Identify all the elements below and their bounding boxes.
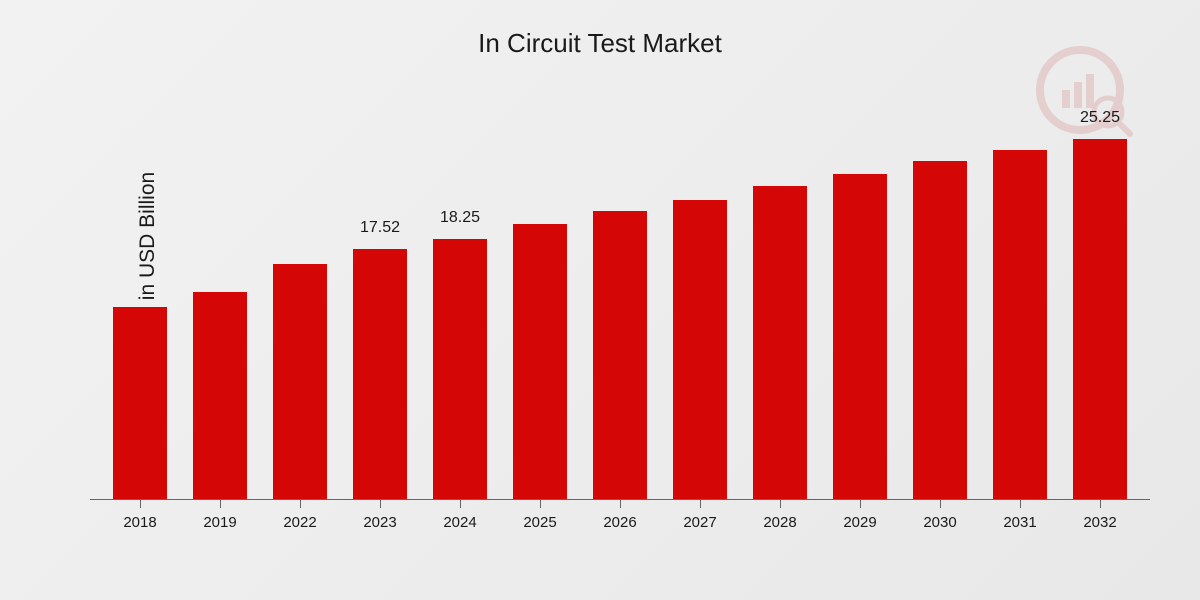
tick-mark bbox=[380, 500, 381, 508]
x-tick-label: 2022 bbox=[283, 514, 316, 531]
x-tick-label: 2018 bbox=[123, 514, 156, 531]
bar-wrapper bbox=[900, 100, 980, 499]
x-tick: 2022 bbox=[260, 500, 340, 540]
x-tick: 2028 bbox=[740, 500, 820, 540]
bar-value-label: 18.25 bbox=[440, 209, 480, 227]
tick-mark bbox=[620, 500, 621, 508]
x-tick-label: 2032 bbox=[1083, 514, 1116, 531]
bar-wrapper: 18.25 bbox=[420, 100, 500, 499]
chart-title: In Circuit Test Market bbox=[0, 0, 1200, 59]
bar-wrapper bbox=[500, 100, 580, 499]
x-tick-label: 2023 bbox=[363, 514, 396, 531]
x-tick: 2027 bbox=[660, 500, 740, 540]
bars-group: 17.52 18.25 25.25 bbox=[90, 100, 1150, 499]
tick-mark bbox=[780, 500, 781, 508]
bar bbox=[433, 239, 487, 499]
x-tick-label: 2028 bbox=[763, 514, 796, 531]
x-tick: 2030 bbox=[900, 500, 980, 540]
x-tick: 2018 bbox=[100, 500, 180, 540]
bar-wrapper: 17.52 bbox=[340, 100, 420, 499]
plot-area: 17.52 18.25 25.25 bbox=[90, 100, 1150, 500]
bar bbox=[593, 211, 647, 499]
x-tick: 2031 bbox=[980, 500, 1060, 540]
bar-wrapper bbox=[660, 100, 740, 499]
x-tick: 2029 bbox=[820, 500, 900, 540]
tick-mark bbox=[300, 500, 301, 508]
tick-mark bbox=[220, 500, 221, 508]
x-tick: 2023 bbox=[340, 500, 420, 540]
bar bbox=[913, 161, 967, 499]
tick-mark bbox=[940, 500, 941, 508]
bar bbox=[833, 174, 887, 499]
bar-value-label: 25.25 bbox=[1080, 109, 1120, 127]
bar-wrapper bbox=[100, 100, 180, 499]
bar-wrapper bbox=[260, 100, 340, 499]
x-tick-label: 2029 bbox=[843, 514, 876, 531]
bar bbox=[193, 292, 247, 499]
bar-wrapper bbox=[980, 100, 1060, 499]
bar bbox=[753, 186, 807, 500]
tick-mark bbox=[140, 500, 141, 508]
x-axis: 2018 2019 2022 2023 2024 2025 2026 2027 2028 2029… bbox=[90, 500, 1150, 540]
tick-mark bbox=[1100, 500, 1101, 508]
x-tick-label: 2030 bbox=[923, 514, 956, 531]
x-tick-label: 2024 bbox=[443, 514, 476, 531]
tick-mark bbox=[860, 500, 861, 508]
x-tick-label: 2031 bbox=[1003, 514, 1036, 531]
bar bbox=[513, 224, 567, 499]
x-tick: 2025 bbox=[500, 500, 580, 540]
bar bbox=[353, 249, 407, 499]
bar bbox=[993, 150, 1047, 499]
x-tick: 2024 bbox=[420, 500, 500, 540]
bar bbox=[673, 200, 727, 499]
tick-mark bbox=[700, 500, 701, 508]
bar-wrapper: 25.25 bbox=[1060, 100, 1140, 499]
x-tick: 2026 bbox=[580, 500, 660, 540]
tick-mark bbox=[540, 500, 541, 508]
tick-mark bbox=[460, 500, 461, 508]
bar-wrapper bbox=[820, 100, 900, 499]
bar bbox=[273, 264, 327, 499]
bar bbox=[113, 307, 167, 499]
tick-mark bbox=[1020, 500, 1021, 508]
x-tick-label: 2019 bbox=[203, 514, 236, 531]
x-tick: 2019 bbox=[180, 500, 260, 540]
bar bbox=[1073, 139, 1127, 499]
x-tick-label: 2025 bbox=[523, 514, 556, 531]
x-tick-label: 2026 bbox=[603, 514, 636, 531]
x-tick-label: 2027 bbox=[683, 514, 716, 531]
chart-container: 17.52 18.25 25.25 2018 2019 2022 2023 2024 2025… bbox=[90, 100, 1150, 540]
bar-wrapper bbox=[740, 100, 820, 499]
bar-wrapper bbox=[580, 100, 660, 499]
bar-wrapper bbox=[180, 100, 260, 499]
bar-value-label: 17.52 bbox=[360, 219, 400, 237]
x-tick: 2032 bbox=[1060, 500, 1140, 540]
